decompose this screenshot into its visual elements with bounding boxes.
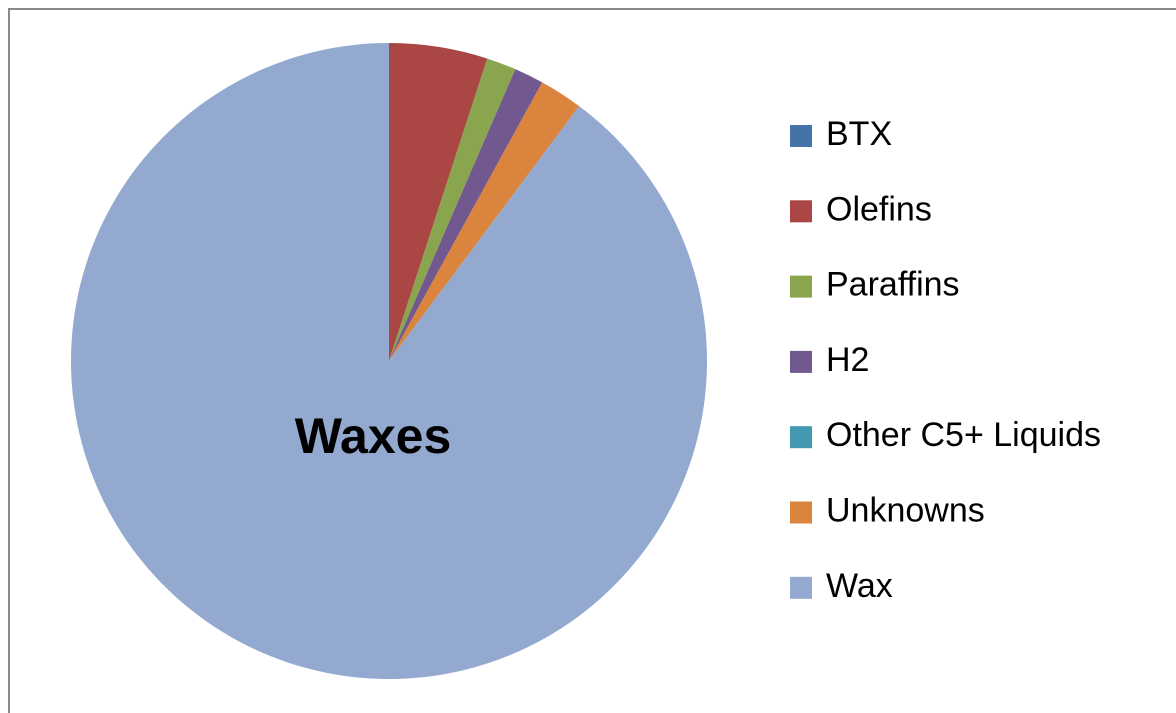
annotation: Waxes [295,408,452,464]
legend-label: H2 [826,341,869,379]
legend-swatch [790,350,812,373]
legend-swatch [790,275,812,298]
legend-swatch [790,200,812,223]
legend-swatch [790,125,812,147]
legend: BTX Olefins Paraffins H2 Other C5+ Liquids Un… [790,115,1101,605]
legend-label: Wax [826,567,893,605]
pie-slice [389,69,543,362]
legend-label: BTX [826,115,892,153]
pie-slice [70,43,707,679]
pie-slice [389,58,516,361]
pie-slice [389,43,488,361]
legend-swatch [790,426,812,449]
pie-slice [389,82,580,361]
legend-label: Olefins [826,190,932,228]
legend-label: Unknowns [826,491,985,529]
pie [70,43,707,679]
legend-swatch [790,576,812,599]
legend-label: Other C5+ Liquids [826,416,1101,454]
legend-swatch [790,501,812,524]
legend-label: Paraffins [826,266,960,304]
